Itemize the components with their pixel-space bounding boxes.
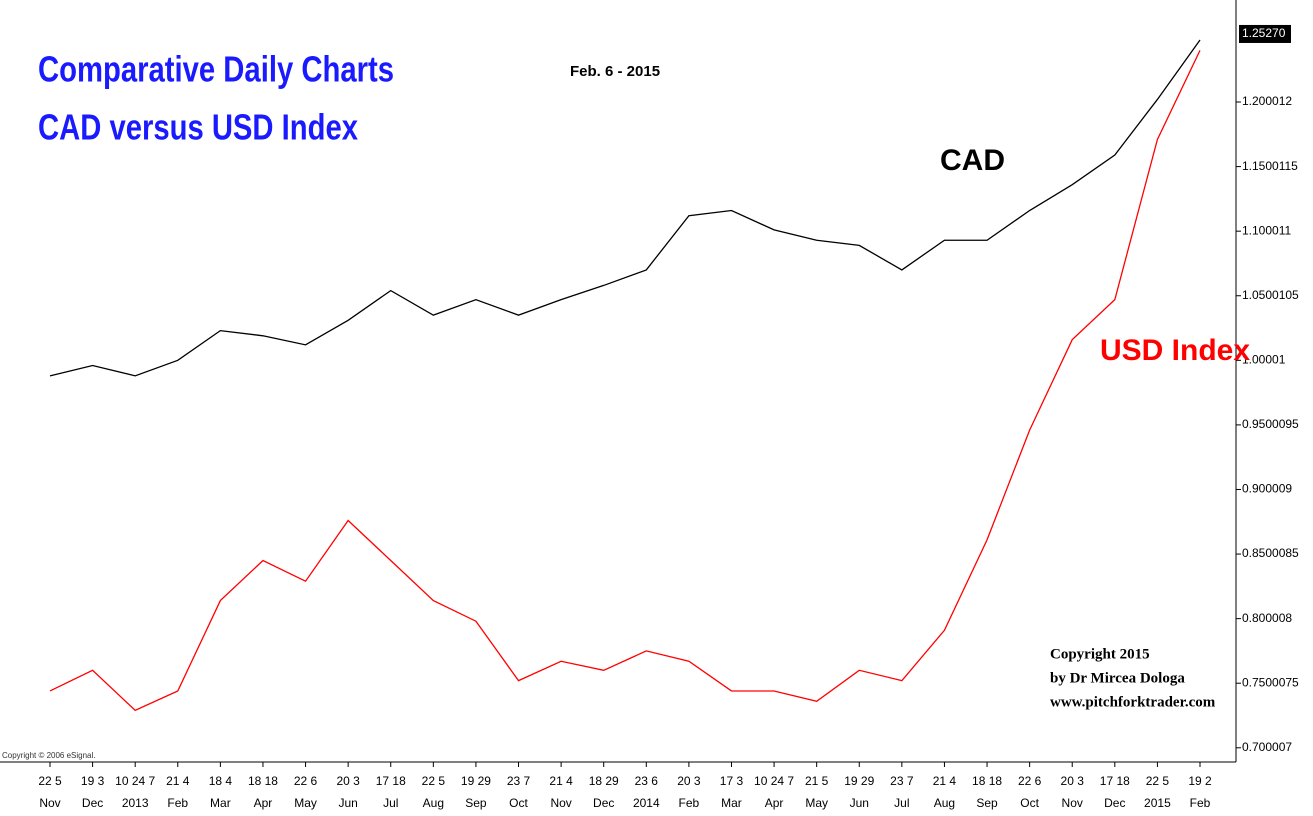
x-tick-label: Dec [82, 796, 103, 810]
x-tick-label: Feb [679, 796, 700, 810]
y-tick-label: 0.900009 [1242, 482, 1292, 496]
x-tick-label: Jul [894, 796, 909, 810]
x-tick-label: 2013 [122, 796, 149, 810]
x-tick-label: Nov [550, 796, 571, 810]
y-tick-label: 1.0500105 [1242, 288, 1299, 302]
x-tick-label: Aug [934, 796, 955, 810]
series-line [49, 50, 1201, 712]
x-tick-label: 2014 [633, 796, 660, 810]
x-day-label: 22 5 [422, 774, 446, 788]
x-day-label: 18 18 [248, 774, 278, 788]
x-tick-label: Mar [721, 796, 742, 810]
x-tick-label: Sep [465, 796, 487, 810]
x-day-label: 19 29 [844, 774, 874, 788]
x-tick-label: Mar [210, 796, 231, 810]
x-tick-label: Dec [1104, 796, 1125, 810]
x-tick-label: Nov [1062, 796, 1083, 810]
y-tick-label: 0.9500095 [1242, 417, 1299, 431]
last-price-box [1239, 24, 1291, 43]
source: Copyright © 2006 eSignal. [2, 751, 96, 760]
y-tick-label: 0.800008 [1242, 611, 1292, 625]
last-price-label: 1.25270 [1242, 26, 1286, 40]
y-tick-label: 1.00001 [1242, 352, 1286, 366]
x-day-label: 21 5 [805, 774, 829, 788]
x-day-label: 23 7 [890, 774, 914, 788]
series-label: USD Index [1100, 334, 1250, 367]
series-label: CAD [940, 144, 1005, 177]
x-tick-label: Jun [850, 796, 869, 810]
y-tick-label: 1.100011 [1242, 223, 1291, 237]
x-tick-label: Feb [167, 796, 188, 810]
x-day-label: 17 3 [720, 774, 744, 788]
x-day-label: 21 4 [933, 774, 957, 788]
chart-title: CAD versus USD Index [38, 107, 358, 148]
x-day-label: 21 4 [549, 774, 573, 788]
y-tick-label: 0.700007 [1242, 740, 1292, 754]
x-day-label: 18 18 [972, 774, 1002, 788]
x-tick-label: Nov [39, 796, 60, 810]
copyright: www.pitchforktrader.com [1050, 694, 1216, 710]
x-day-label: 17 18 [376, 774, 406, 788]
x-tick-label: Jun [338, 796, 357, 810]
x-day-label: 20 3 [336, 774, 360, 788]
x-tick-label: Feb [1190, 796, 1211, 810]
x-tick-label: May [805, 796, 828, 810]
y-tick-label: 1.200012 [1242, 94, 1292, 108]
x-tick-label: 2015 [1144, 796, 1171, 810]
x-day-label: 23 6 [635, 774, 659, 788]
y-tick-label: 0.7500075 [1242, 675, 1299, 689]
chart-subtitle: Feb. 6 - 2015 [570, 63, 660, 80]
x-tick-label: Dec [593, 796, 614, 810]
y-tick-label: 0.8500085 [1242, 546, 1299, 560]
x-day-label: 20 3 [677, 774, 701, 788]
x-day-label: 21 4 [166, 774, 190, 788]
x-day-label: 22 6 [1018, 774, 1042, 788]
x-tick-label: Apr [254, 796, 273, 810]
x-day-label: 10 24 7 [754, 774, 794, 788]
x-tick-label: May [294, 796, 317, 810]
x-day-label: 18 29 [589, 774, 619, 788]
x-tick-label: Aug [423, 796, 444, 810]
chart-title: Comparative Daily Charts [38, 49, 394, 90]
x-day-label: 22 5 [1146, 774, 1170, 788]
x-tick-label: Oct [1020, 796, 1039, 810]
x-tick-label: Jul [383, 796, 398, 810]
y-tick-label: 1.1500115 [1242, 159, 1298, 173]
x-day-label: 20 3 [1061, 774, 1085, 788]
x-day-label: 18 4 [209, 774, 233, 788]
series-line [49, 39, 1201, 377]
x-day-label: 19 29 [461, 774, 491, 788]
x-day-label: 23 7 [507, 774, 531, 788]
x-day-label: 19 2 [1188, 774, 1212, 788]
x-day-label: 17 18 [1100, 774, 1130, 788]
copyright: by Dr Mircea Dologa [1050, 670, 1185, 686]
x-day-label: 22 6 [294, 774, 318, 788]
x-day-label: 22 5 [38, 774, 62, 788]
x-tick-label: Sep [976, 796, 998, 810]
x-day-label: 10 24 7 [115, 774, 155, 788]
x-tick-label: Oct [509, 796, 528, 810]
x-tick-label: Apr [765, 796, 784, 810]
copyright: Copyright 2015 [1050, 646, 1150, 662]
x-day-label: 19 3 [81, 774, 105, 788]
